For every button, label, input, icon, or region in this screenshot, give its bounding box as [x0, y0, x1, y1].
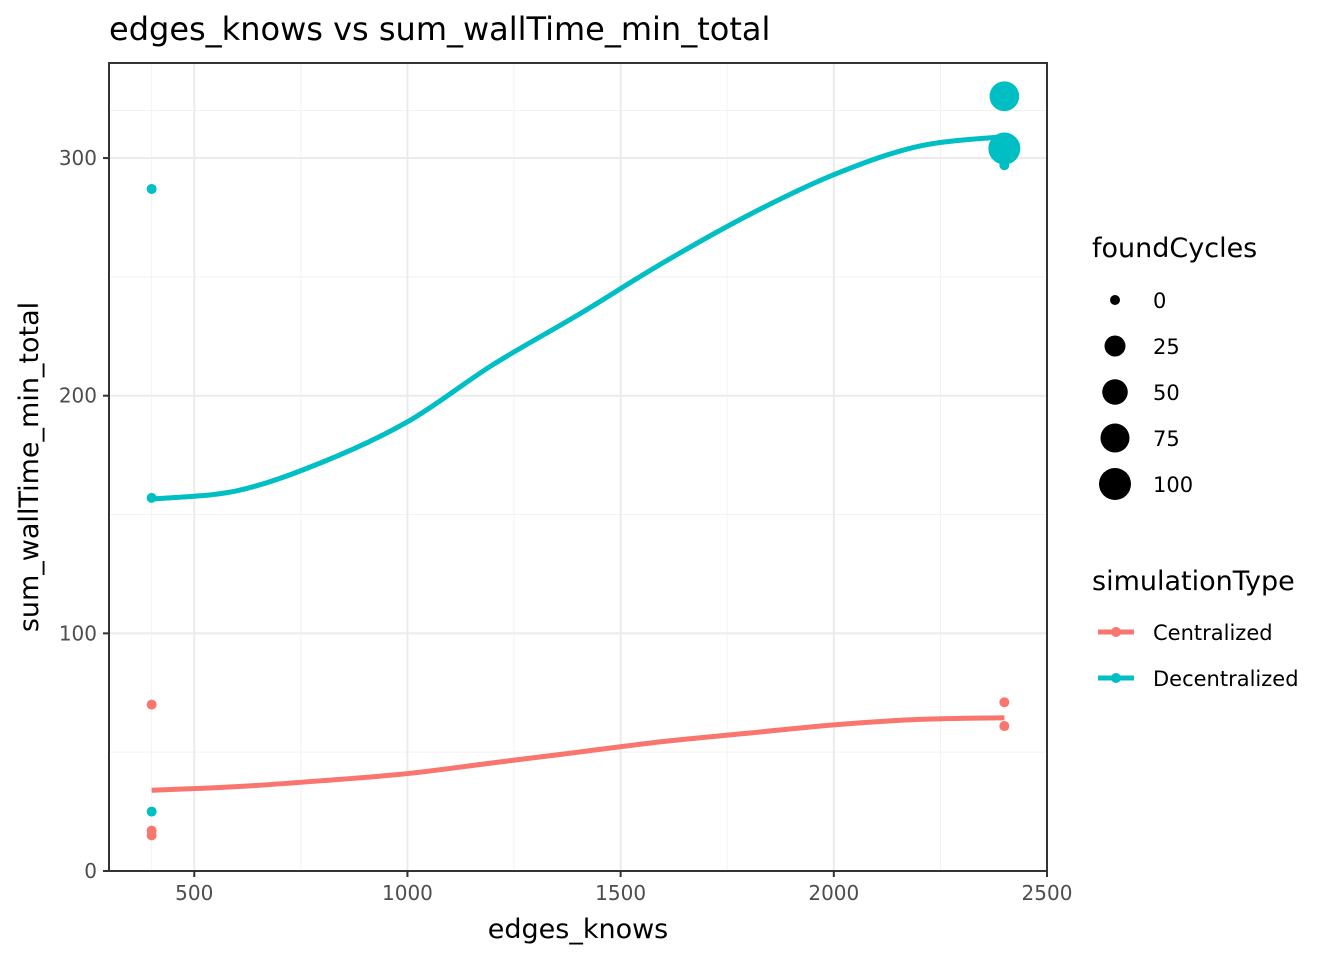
plot-panel-background [109, 63, 1047, 871]
color-legend-label: Centralized [1153, 621, 1273, 645]
size-legend-key [1102, 379, 1128, 405]
color-legend-label: Decentralized [1153, 667, 1299, 691]
plot-panel-border [108, 62, 1048, 872]
data-point-decentralized [146, 492, 157, 503]
data-points [146, 81, 1021, 841]
y-tick-label: 0 [84, 859, 97, 883]
color-legend: simulationType Centralized Decentralized [1092, 566, 1299, 691]
x-tick-label: 500 [175, 881, 213, 905]
color-legend-entries: Centralized Decentralized [1098, 621, 1299, 691]
plot-panel [108, 62, 1048, 872]
data-point-centralized [146, 830, 157, 841]
size-legend-label: 75 [1153, 427, 1180, 451]
x-tick-label: 1500 [595, 881, 646, 905]
data-point-decentralized [999, 160, 1010, 171]
x-axis: 500 1000 1500 2000 2500 [175, 871, 1072, 905]
color-legend-dot [1111, 627, 1121, 637]
x-tick-label: 2000 [808, 881, 859, 905]
data-point-decentralized [146, 806, 157, 817]
smooth-line-decentralized [151, 134, 1005, 502]
data-point-decentralized [146, 183, 157, 194]
y-axis: 0 100 200 300 [59, 146, 109, 883]
smooth-line-centralized [151, 715, 1005, 793]
y-tick-label: 100 [59, 621, 97, 645]
chart-title: edges_knows vs sum_wallTime_min_total [109, 10, 770, 48]
y-tick-label: 300 [59, 146, 97, 170]
size-legend-title: foundCycles [1092, 233, 1257, 264]
smooth-lines [151, 134, 1005, 793]
x-tick-label: 1000 [382, 881, 433, 905]
size-legend-key [1099, 468, 1131, 500]
size-legend-entries: 0 25 50 75 100 [1099, 289, 1193, 500]
data-point-centralized [999, 721, 1010, 732]
data-point-decentralized [988, 132, 1021, 165]
y-axis-title: sum_wallTime_min_total [14, 302, 45, 632]
size-legend-key [1110, 295, 1120, 305]
color-legend-title: simulationType [1092, 566, 1295, 597]
size-legend-label: 100 [1153, 473, 1193, 497]
data-point-decentralized [989, 81, 1020, 112]
size-legend-key [1100, 423, 1130, 453]
size-legend-label: 0 [1153, 289, 1166, 313]
color-legend-dot [1111, 673, 1121, 683]
size-legend-key [1104, 335, 1126, 357]
data-point-centralized [146, 699, 157, 710]
x-axis-title: edges_knows [488, 914, 668, 945]
size-legend: foundCycles 0 25 50 75 100 [1092, 233, 1257, 500]
y-tick-label: 200 [59, 384, 97, 408]
x-tick-label: 2500 [1022, 881, 1073, 905]
data-point-centralized [999, 697, 1010, 708]
size-legend-label: 25 [1153, 335, 1180, 359]
size-legend-label: 50 [1153, 381, 1180, 405]
